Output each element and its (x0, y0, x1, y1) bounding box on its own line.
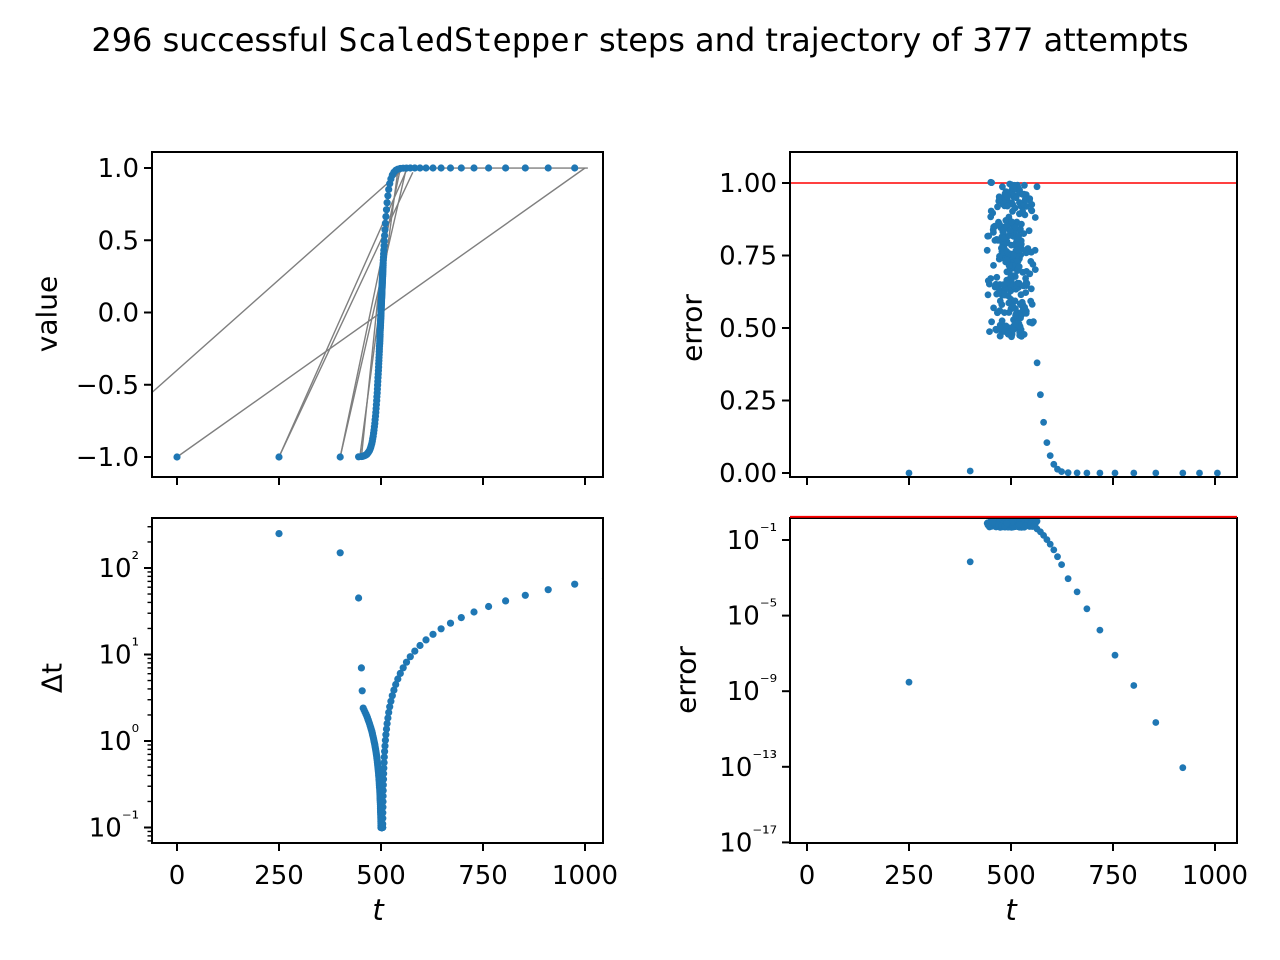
svg-text:10⁻¹: 10⁻¹ (89, 809, 139, 844)
svg-text:750: 750 (1088, 861, 1138, 891)
svg-text:0.25: 0.25 (719, 387, 777, 417)
ylabel-error-linear: error (675, 294, 709, 362)
svg-text:0.75: 0.75 (719, 242, 777, 272)
ylabel-error-log: error (669, 646, 703, 714)
svg-text:1.00: 1.00 (719, 169, 777, 199)
title-prefix: 296 successful (91, 21, 339, 59)
ylabel-dt: Δt (35, 662, 69, 694)
svg-text:10⁻¹³: 10⁻¹³ (719, 748, 777, 783)
svg-text:0: 0 (799, 861, 816, 891)
svg-text:1.0: 1.0 (98, 154, 139, 184)
svg-text:1000: 1000 (1182, 861, 1248, 891)
svg-text:0.00: 0.00 (719, 459, 777, 489)
svg-text:0: 0 (169, 861, 186, 891)
svg-text:0.0: 0.0 (98, 299, 139, 329)
subplot-error-linear: 1.00 0.75 0.50 0.25 0.00 (719, 151, 1238, 489)
figure-title: 296 successful ScaledStepper steps and t… (0, 21, 1280, 59)
svg-text:500: 500 (986, 861, 1036, 891)
svg-text:−0.5: −0.5 (76, 371, 139, 401)
svg-text:500: 500 (356, 861, 406, 891)
xlabel-t-right: t (1005, 893, 1017, 927)
subplot-error-log: 10⁻¹ 10⁻⁵ 10⁻⁹ 10⁻¹³ 10⁻¹⁷ 0 250 500 750 1000 (719, 515, 1248, 891)
svg-text:10⁻¹⁷: 10⁻¹⁷ (719, 823, 777, 858)
xlabel-t-left: t (372, 893, 384, 927)
svg-text:250: 250 (884, 861, 934, 891)
svg-text:1000: 1000 (552, 861, 618, 891)
svg-text:750: 750 (458, 861, 508, 891)
subplot-dt: 10² 10¹ 10⁰ 10⁻¹ 0 250 500 750 1000 (89, 517, 618, 891)
ylabel-value: value (30, 275, 64, 353)
svg-text:10⁻⁵: 10⁻⁵ (727, 597, 777, 632)
svg-text:10²: 10² (98, 549, 139, 584)
svg-text:10⁰: 10⁰ (98, 722, 139, 757)
svg-text:0.50: 0.50 (719, 314, 777, 344)
subplot-value: 1.0 0.5 0.0 −0.5 −1.0 (76, 151, 604, 485)
svg-text:10¹: 10¹ (98, 636, 139, 671)
svg-text:10⁻¹: 10⁻¹ (727, 521, 777, 556)
svg-text:−1.0: −1.0 (76, 443, 139, 473)
svg-text:10⁻⁹: 10⁻⁹ (727, 672, 777, 707)
svg-text:0.5: 0.5 (98, 226, 139, 256)
title-code-scaledstepper: ScaledStepper (338, 21, 589, 59)
title-suffix: steps and trajectory of 377 attempts (588, 21, 1189, 59)
svg-text:250: 250 (254, 861, 304, 891)
